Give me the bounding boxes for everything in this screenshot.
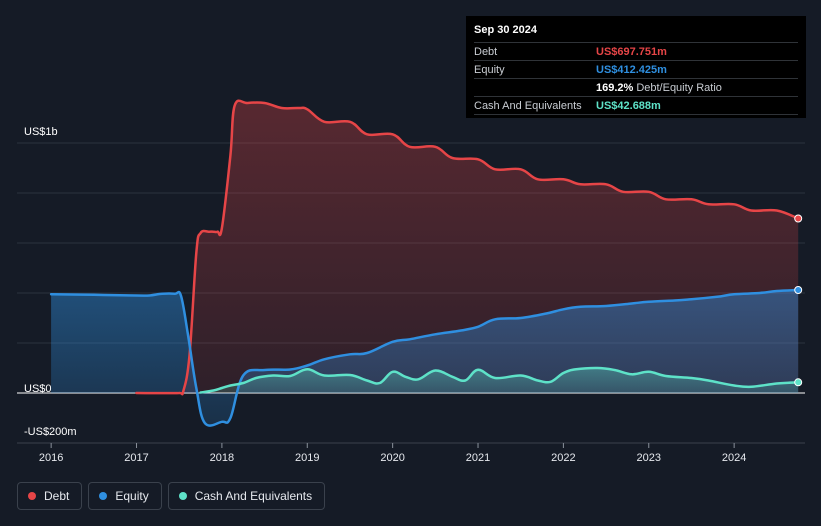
- tooltip-debt-label: Debt: [474, 45, 498, 58]
- x-tick-label-2024: 2024: [722, 452, 746, 464]
- legend-item-cash[interactable]: Cash And Equivalents: [167, 482, 326, 510]
- x-tick-label-2019: 2019: [295, 452, 319, 464]
- tooltip-debt-value: US$697.751m: [596, 45, 667, 58]
- debt-dot-icon: [28, 492, 36, 500]
- tooltip-cash-value: US$42.688m: [596, 99, 661, 112]
- data-tooltip: Sep 30 2024 Debt US$697.751m Equity US$4…: [466, 16, 806, 118]
- legend-debt-label: Debt: [44, 489, 70, 503]
- debt-line: [135, 99, 800, 396]
- x-tick-label-2017: 2017: [124, 452, 148, 464]
- tooltip-row-ratio: 169.2% Debt/Equity Ratio: [474, 78, 798, 96]
- equity-end-point: [794, 286, 803, 294]
- x-tick-label-2016: 2016: [39, 452, 63, 464]
- x-tick-label-2018: 2018: [210, 452, 234, 464]
- chart-legend: Debt Equity Cash And Equivalents: [17, 482, 326, 510]
- series-lines: [49, 99, 800, 427]
- end-markers: [794, 214, 803, 387]
- tooltip-row-cash: Cash And Equivalents US$42.688m: [474, 96, 798, 115]
- cash-line: [199, 366, 800, 394]
- x-tick-label-2021: 2021: [466, 452, 490, 464]
- y-tick-label-bottom: -US$200m: [24, 426, 77, 438]
- tooltip-row-debt: Debt US$697.751m: [474, 42, 798, 60]
- debt-end-point: [794, 214, 803, 223]
- tooltip-cash-label: Cash And Equivalents: [474, 99, 582, 112]
- cash-dot-icon: [178, 492, 187, 500]
- tooltip-row-equity: Equity US$412.425m: [474, 60, 798, 78]
- tooltip-ratio-label: Debt/Equity Ratio: [636, 81, 722, 94]
- tooltip-date: Sep 30 2024: [474, 24, 537, 36]
- legend-item-equity[interactable]: Equity: [88, 482, 162, 510]
- cash-end-point: [794, 378, 803, 387]
- cash-area: [200, 367, 799, 393]
- tooltip-equity-label: Equity: [474, 63, 505, 76]
- x-axis-ticks: 2016 2017 2018 2019 2020 2021 2022 2023 2024: [39, 443, 746, 464]
- tooltip-ratio-value: 169.2%: [596, 81, 634, 94]
- legend-cash-label: Cash And Equivalents: [194, 489, 313, 503]
- equity-dot-icon: [99, 492, 108, 500]
- legend-item-debt[interactable]: Debt: [17, 482, 83, 510]
- tooltip-equity-value: US$412.425m: [596, 63, 667, 76]
- y-tick-label-zero: US$0: [24, 383, 52, 395]
- x-tick-label-2020: 2020: [380, 452, 404, 464]
- legend-equity-label: Equity: [115, 489, 149, 503]
- x-tick-label-2023: 2023: [637, 452, 661, 464]
- x-tick-label-2022: 2022: [551, 452, 575, 464]
- y-tick-label-top: US$1b: [24, 126, 58, 138]
- equity-line: [49, 288, 800, 427]
